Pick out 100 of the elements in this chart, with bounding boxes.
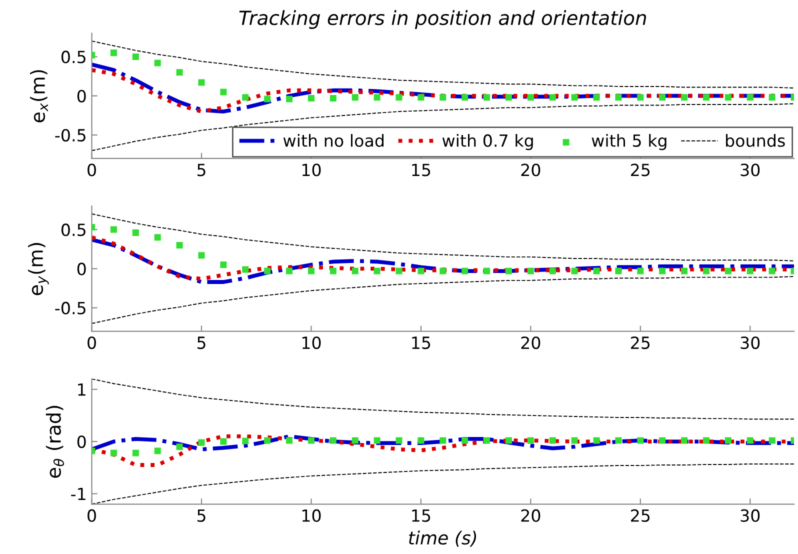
point [681, 268, 688, 274]
point [724, 94, 732, 101]
point [746, 268, 754, 274]
point [220, 88, 227, 96]
x-tick-label: 25 [631, 509, 650, 522]
point [593, 268, 600, 274]
point [330, 437, 336, 444]
point [746, 94, 754, 101]
point [396, 268, 402, 274]
point [308, 268, 314, 274]
point [440, 437, 446, 444]
y-tick-label: 0.5 [62, 224, 86, 236]
y-tick-label: -0.5 [55, 302, 86, 314]
point [505, 268, 512, 274]
point [396, 94, 402, 101]
point [659, 268, 666, 274]
point [242, 438, 249, 444]
point [637, 268, 644, 274]
point [176, 443, 183, 450]
point [154, 60, 161, 66]
point [702, 94, 710, 101]
point [352, 268, 358, 274]
point [440, 268, 446, 274]
point [746, 437, 754, 444]
point [176, 242, 183, 248]
x-tick-label: 5 [197, 164, 206, 176]
point [615, 268, 622, 274]
point [198, 439, 205, 446]
x-tick-label: 0 [88, 509, 96, 522]
point [768, 94, 776, 101]
point [198, 79, 205, 86]
point [418, 437, 424, 444]
point [264, 437, 271, 444]
point [571, 437, 578, 444]
x-tick-label: 5 [197, 510, 206, 522]
point [242, 94, 249, 101]
point [110, 450, 117, 456]
legend-label: bounds [726, 134, 785, 147]
point [418, 268, 424, 274]
point [374, 268, 380, 274]
point [768, 437, 776, 444]
y-axis-title: e$_{x}$(m) [30, 70, 48, 122]
y-axis-title: e$_{θ}$ (rad) [46, 406, 64, 478]
point [549, 94, 556, 101]
point [264, 268, 271, 274]
point [286, 437, 293, 444]
x-tick-label: 10 [302, 509, 321, 522]
x-tick-label: 25 [631, 336, 650, 350]
chart-title: Tracking errors in position and orientation [239, 10, 646, 29]
point [505, 437, 512, 444]
line-series [92, 378, 794, 420]
y-tick-label: 0 [77, 262, 86, 276]
line-series [92, 276, 794, 324]
point [702, 437, 710, 444]
point [154, 448, 161, 454]
point [681, 437, 688, 444]
x-tick-label: 10 [302, 164, 321, 176]
point [330, 94, 336, 102]
point [527, 268, 534, 274]
y-axis-title: e$_{y}$(m) [28, 243, 49, 296]
point [659, 94, 666, 101]
point [132, 450, 139, 456]
x-tick-label: 25 [631, 164, 650, 176]
y-tick-label: -0.5 [55, 128, 86, 142]
x-tick-label: 20 [521, 164, 540, 176]
point [549, 268, 556, 274]
point [549, 437, 556, 444]
point [702, 268, 710, 274]
point [154, 234, 161, 241]
point [637, 437, 644, 444]
point [176, 69, 183, 76]
x-tick-label: 30 [740, 509, 760, 522]
legend-label: with no load [283, 134, 384, 147]
point [110, 226, 117, 233]
point [571, 268, 578, 274]
point [374, 437, 380, 444]
point [374, 94, 380, 101]
point [286, 96, 293, 102]
x-tick-label: 15 [412, 164, 430, 176]
x-tick-label: 20 [521, 336, 540, 350]
point [527, 437, 534, 444]
x-tick-label: 15 [412, 510, 430, 522]
y-tick-label: 0 [77, 435, 86, 448]
y-tick-label: 0.5 [62, 50, 86, 64]
point [352, 94, 358, 101]
point [615, 94, 622, 101]
point [484, 268, 490, 274]
point [724, 437, 732, 444]
y-tick-label: 0 [77, 90, 86, 102]
point [505, 94, 512, 101]
point [242, 266, 249, 273]
legend-label: with 0.7 kg [442, 134, 533, 150]
point [110, 50, 117, 56]
x-tick-label: 5 [197, 336, 206, 350]
point [308, 437, 314, 444]
x-tick-label: 15 [412, 336, 430, 350]
point [132, 229, 139, 236]
point [198, 252, 205, 259]
legend-label: with 5 kg [592, 134, 666, 150]
point [440, 94, 446, 101]
